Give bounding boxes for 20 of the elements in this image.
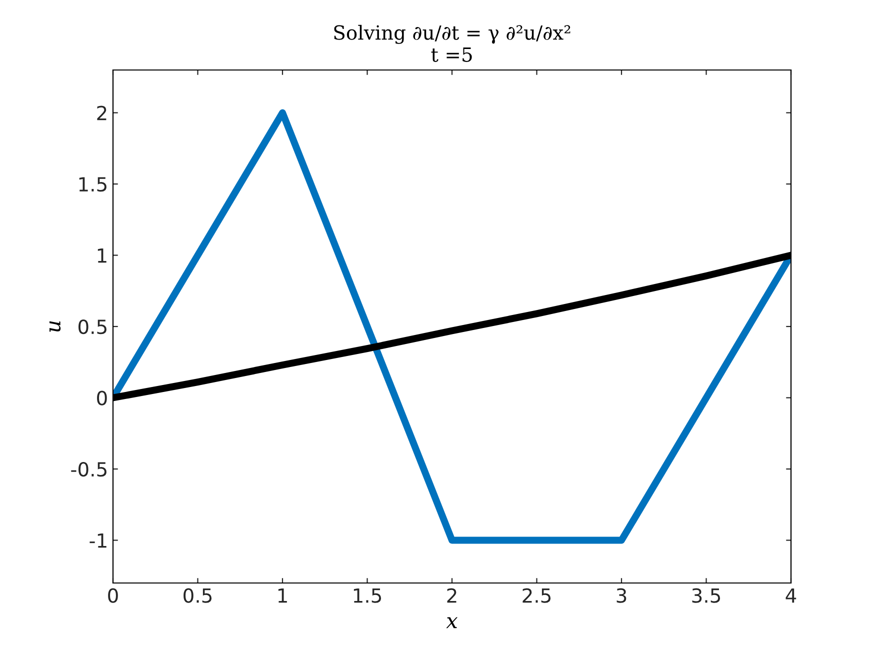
- y-tick-label: 0.5: [78, 319, 106, 334]
- x-tick-label: 3: [616, 588, 626, 603]
- x-tick-label: 0: [108, 588, 118, 603]
- x-axis-title: x: [446, 617, 458, 628]
- x-tick-label: 2.5: [522, 588, 551, 603]
- x-tick-label: 1: [278, 588, 287, 603]
- y-tick-label: 1: [98, 248, 106, 263]
- y-tick-label: -1: [90, 533, 106, 548]
- y-tick-label: 2: [97, 106, 106, 120]
- x-tick-label: 3.5: [692, 588, 720, 603]
- x-tick-label: 4: [786, 588, 796, 603]
- x-tick-label: 2: [447, 588, 456, 603]
- y-tick-label: -0.5: [71, 462, 106, 477]
- y-axis-title: u: [50, 321, 61, 332]
- chart-subtitle: t =5: [431, 47, 472, 62]
- chart-title: Solving ∂u/∂t = γ ∂²u/∂x²: [334, 24, 570, 44]
- y-tick-label: 1.5: [79, 177, 106, 192]
- y-tick-label: 0: [97, 390, 107, 406]
- x-tick-label: 1.5: [354, 588, 382, 603]
- x-tick-label: 0.5: [184, 588, 212, 603]
